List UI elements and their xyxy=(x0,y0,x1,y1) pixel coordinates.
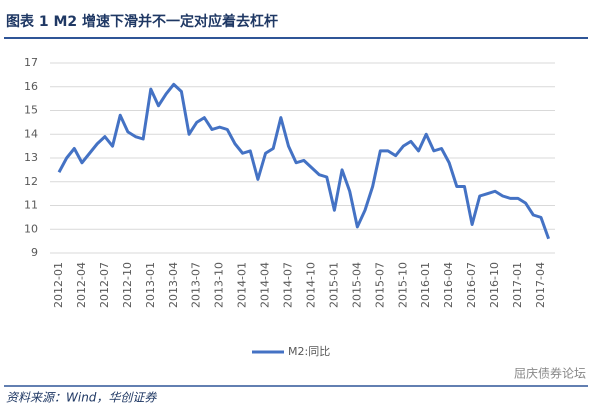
y-tick-label: 14 xyxy=(24,127,38,140)
x-tick-label: 2016-07 xyxy=(465,262,478,308)
y-tick-label: 15 xyxy=(24,104,38,117)
watermark: 屈庆债券论坛 xyxy=(514,366,586,381)
x-tick-label: 2014-10 xyxy=(304,262,317,308)
x-tick-label: 2017-04 xyxy=(534,262,547,308)
x-tick-label: 2015-01 xyxy=(327,262,340,308)
series-line xyxy=(57,82,551,240)
y-tick-label: 9 xyxy=(31,246,38,259)
y-tick-label: 16 xyxy=(24,80,38,93)
x-tick-label: 2014-04 xyxy=(259,262,272,308)
x-tick-label: 2015-10 xyxy=(396,262,409,308)
y-tick-label: 12 xyxy=(24,175,38,188)
x-tick-label: 2012-04 xyxy=(75,262,88,308)
x-tick-label: 2013-04 xyxy=(167,262,180,308)
x-tick-label: 2015-07 xyxy=(373,262,386,308)
x-tick-label: 2013-01 xyxy=(144,262,157,308)
y-tick-label: 17 xyxy=(24,56,38,69)
x-tick-label: 2012-10 xyxy=(121,262,134,308)
x-tick-label: 2016-01 xyxy=(419,262,432,308)
x-tick-label: 2012-07 xyxy=(98,262,111,308)
y-tick-label: 11 xyxy=(24,199,38,212)
source: 资料来源：Wind，华创证券 xyxy=(6,391,157,405)
x-tick-label: 2017-01 xyxy=(511,262,524,308)
y-tick-label: 13 xyxy=(24,151,38,164)
x-tick-label: 2014-01 xyxy=(236,262,249,308)
x-tick-label: 2013-10 xyxy=(213,262,226,308)
y-tick-label: 10 xyxy=(24,222,38,235)
x-tick-label: 2012-01 xyxy=(52,262,65,308)
x-tick-label: 2015-04 xyxy=(350,262,363,308)
x-tick-label: 2016-04 xyxy=(442,262,455,308)
chart-title: 图表 1 M2 增速下滑并不一定对应着去杠杆 xyxy=(6,13,278,30)
x-tick-label: 2013-07 xyxy=(190,262,203,308)
legend-label: M2:同比 xyxy=(288,345,330,358)
x-tick-label: 2016-10 xyxy=(488,262,501,308)
x-tick-label: 2014-07 xyxy=(282,262,295,308)
